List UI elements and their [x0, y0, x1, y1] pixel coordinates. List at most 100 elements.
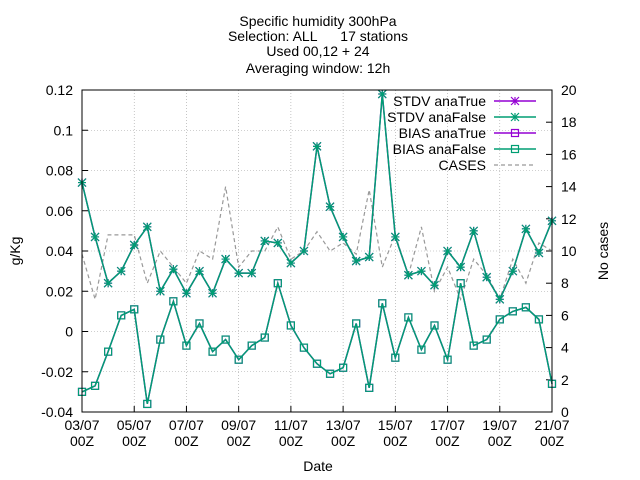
y2-tick-label: 8: [561, 275, 569, 291]
data-point: [325, 202, 335, 212]
series-layer: [77, 89, 557, 409]
y2-tick-label: 18: [561, 114, 577, 130]
x-tick-label-date: 11/07: [274, 417, 308, 433]
y-tick-label: 0: [65, 324, 73, 340]
data-point: [378, 299, 387, 308]
y-tick-label: 0.08: [46, 163, 73, 179]
data-point: [103, 278, 113, 288]
legend-label: STDV anaFalse: [387, 109, 486, 125]
legend-item: STDV anaTrue: [393, 93, 536, 109]
y-tick-label: 0.06: [46, 203, 73, 219]
x-tick-label-date: 21/07: [534, 417, 569, 433]
data-point: [469, 341, 478, 350]
data-point: [312, 141, 322, 151]
x-tick-label-date: 09/07: [221, 417, 256, 433]
y2-tick-label: 12: [561, 211, 577, 227]
data-point: [221, 254, 231, 264]
data-point: [469, 226, 479, 236]
data-point: [482, 272, 492, 282]
data-point: [312, 359, 322, 368]
x-tick-label-hour: 00Z: [174, 433, 199, 449]
legend-marker: [510, 144, 520, 154]
data-point: [351, 256, 361, 266]
x-tick-label-hour: 00Z: [227, 433, 252, 449]
y2-tick-label: 4: [561, 340, 569, 356]
y2-axis-label: No cases: [595, 222, 611, 280]
data-point: [299, 246, 309, 256]
x-tick-label-date: 13/07: [326, 417, 361, 433]
series-line: [81, 280, 553, 405]
legend-marker: [510, 128, 520, 138]
data-point: [273, 238, 283, 248]
data-point: [260, 333, 269, 342]
data-point: [430, 321, 439, 330]
x-tick-label-hour: 00Z: [122, 433, 147, 449]
data-point: [325, 369, 335, 378]
legend-label: BIAS anaTrue: [399, 125, 487, 141]
series-cases: [81, 186, 553, 302]
data-point: [234, 355, 243, 364]
data-point: [195, 266, 204, 276]
data-point: [168, 264, 178, 274]
data-point: [260, 236, 270, 246]
x-tick-label-hour: 00Z: [70, 433, 95, 449]
y-tick-label: -0.02: [41, 364, 73, 380]
x-tick-label-date: 19/07: [482, 417, 517, 433]
y2-tick-label: 14: [561, 179, 577, 195]
data-point: [456, 262, 466, 272]
y-tick-label: 0.12: [46, 82, 73, 98]
data-point: [182, 288, 191, 298]
series-line: [81, 280, 553, 405]
data-point: [508, 307, 517, 316]
x-tick-label-date: 07/07: [169, 417, 204, 433]
x-tick-label-hour: 00Z: [279, 433, 304, 449]
x-tick-label-hour: 00Z: [540, 433, 565, 449]
y2-tick-label: 16: [561, 146, 577, 162]
legend-item: CASES: [439, 157, 536, 173]
data-point: [377, 89, 387, 99]
data-point: [417, 266, 426, 276]
data-point: [403, 270, 413, 280]
data-point: [495, 315, 504, 324]
x-tick-label-date: 05/07: [117, 417, 152, 433]
data-point: [195, 319, 204, 328]
data-point: [443, 355, 452, 364]
legend-label: STDV anaTrue: [393, 93, 486, 109]
chart-title-line-2: Selection: ALL 17 stations: [228, 28, 408, 44]
data-point: [130, 305, 139, 314]
data-point: [129, 240, 139, 250]
x-tick-label-date: 03/07: [64, 417, 99, 433]
data-point: [247, 341, 256, 350]
data-point: [404, 313, 413, 322]
data-point: [286, 258, 296, 268]
data-point: [534, 315, 544, 324]
data-point: [390, 232, 400, 242]
data-point: [391, 353, 400, 362]
data-point: [104, 347, 113, 356]
plot-border: [81, 89, 553, 413]
x-tick-label-hour: 00Z: [331, 433, 356, 449]
data-point: [143, 399, 152, 409]
data-point: [338, 232, 348, 242]
y-tick-label: 0.1: [54, 122, 74, 138]
series-bias-anafalse: [77, 279, 557, 409]
data-point: [142, 222, 152, 232]
data-point: [534, 248, 544, 258]
data-point: [430, 280, 439, 290]
y2-tick-label: 0: [561, 404, 569, 420]
data-point: [208, 347, 217, 356]
legend-item: STDV anaFalse: [387, 109, 536, 125]
data-point: [234, 268, 244, 278]
legend-marker: [510, 112, 520, 122]
data-point: [508, 266, 518, 276]
data-point: [286, 321, 295, 330]
legend-label: BIAS anaFalse: [393, 141, 487, 157]
data-point: [521, 303, 530, 312]
data-point: [169, 297, 178, 306]
data-point: [299, 343, 309, 352]
x-tick-label-hour: 00Z: [435, 433, 460, 449]
data-point: [117, 311, 126, 320]
x-tick-label-date: 17/07: [430, 417, 465, 433]
